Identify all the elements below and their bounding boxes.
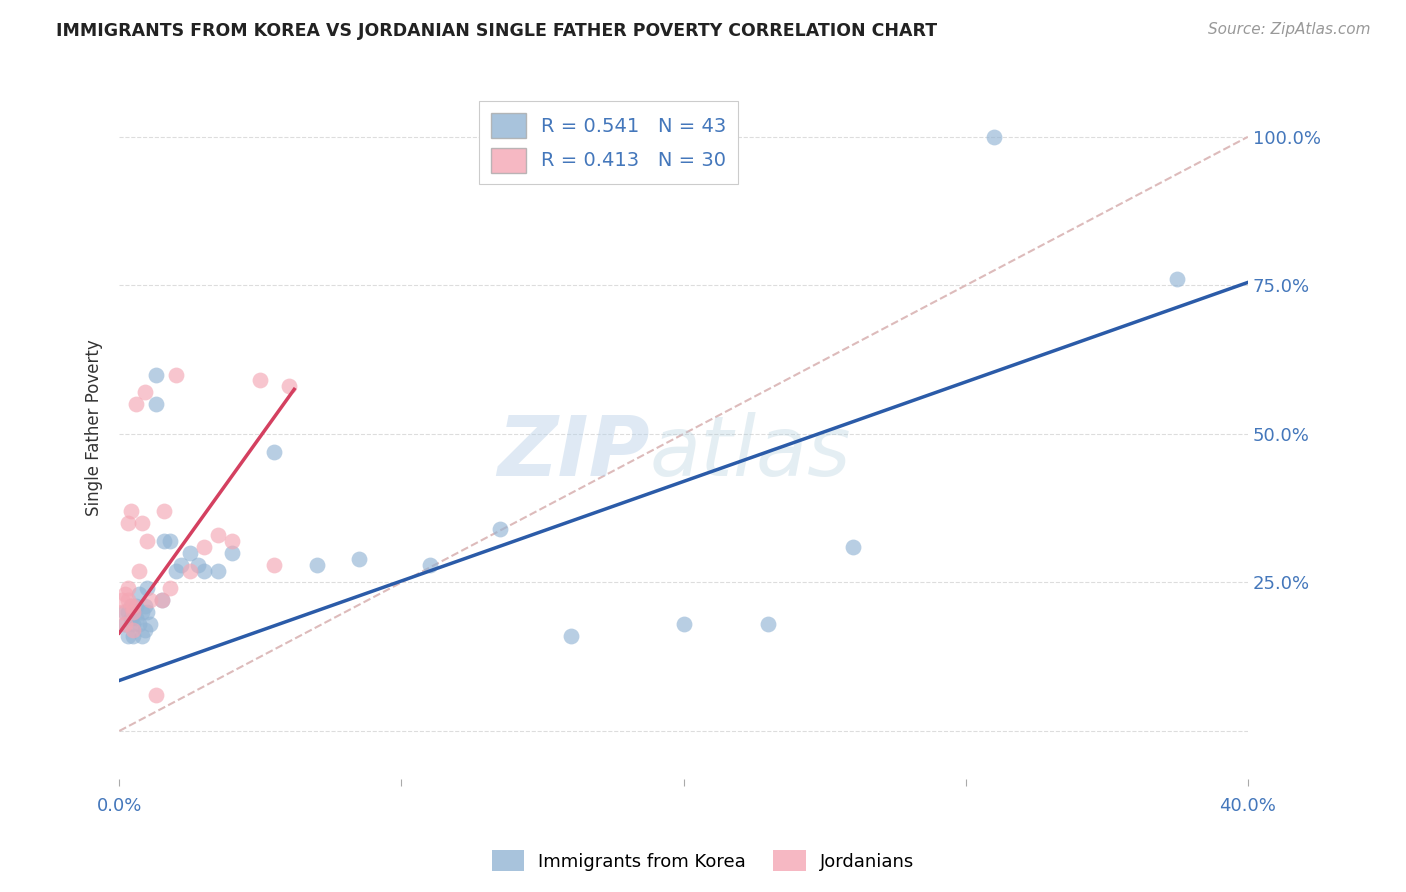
Point: [128, 564, 150, 578]
Point: [221, 533, 243, 548]
Text: Source: ZipAtlas.com: Source: ZipAtlas.com: [1208, 22, 1371, 37]
Point: [139, 617, 162, 632]
Text: ZIP: ZIP: [498, 412, 650, 493]
Point: [207, 528, 229, 542]
Point: [114, 617, 136, 632]
Point: [128, 587, 150, 601]
Point: [122, 605, 145, 619]
Point: [187, 558, 209, 572]
Point: [193, 540, 215, 554]
Point: [179, 546, 201, 560]
Point: [136, 582, 159, 596]
Point: [263, 558, 285, 572]
Point: [136, 533, 159, 548]
Point: [842, 540, 865, 554]
Point: [153, 504, 176, 518]
Point: [122, 617, 145, 632]
Point: [756, 617, 779, 632]
Point: [159, 582, 181, 596]
Point: [120, 611, 142, 625]
Point: [125, 599, 148, 614]
Point: [122, 623, 145, 637]
Point: [120, 599, 142, 614]
Point: [207, 564, 229, 578]
Point: [122, 629, 145, 643]
Point: [165, 564, 187, 578]
Point: [1166, 272, 1188, 286]
Point: [249, 374, 271, 388]
Point: [120, 599, 142, 614]
Point: [145, 689, 167, 703]
Point: [111, 605, 134, 619]
Point: [150, 593, 173, 607]
Point: [117, 593, 139, 607]
Point: [114, 587, 136, 601]
Point: [263, 444, 285, 458]
Point: [305, 558, 328, 572]
Text: atlas: atlas: [650, 412, 851, 493]
Point: [672, 617, 695, 632]
Point: [170, 558, 193, 572]
Point: [117, 582, 139, 596]
Point: [122, 605, 145, 619]
Point: [221, 546, 243, 560]
Point: [120, 504, 142, 518]
Point: [134, 623, 156, 637]
Point: [277, 379, 299, 393]
Point: [114, 605, 136, 619]
Point: [125, 397, 148, 411]
Text: IMMIGRANTS FROM KOREA VS JORDANIAN SINGLE FATHER POVERTY CORRELATION CHART: IMMIGRANTS FROM KOREA VS JORDANIAN SINGL…: [56, 22, 938, 40]
Point: [560, 629, 582, 643]
Point: [145, 397, 167, 411]
Point: [117, 629, 139, 643]
Point: [347, 551, 370, 566]
Point: [125, 611, 148, 625]
Point: [139, 593, 162, 607]
Point: [153, 533, 176, 548]
Legend: R = 0.541   N = 43, R = 0.413   N = 30: R = 0.541 N = 43, R = 0.413 N = 30: [479, 101, 738, 185]
Point: [111, 593, 134, 607]
Point: [117, 605, 139, 619]
Point: [128, 617, 150, 632]
Point: [117, 516, 139, 530]
Point: [122, 599, 145, 614]
Point: [114, 617, 136, 632]
Point: [136, 605, 159, 619]
Legend: Immigrants from Korea, Jordanians: Immigrants from Korea, Jordanians: [484, 843, 922, 879]
Point: [131, 629, 153, 643]
Point: [193, 564, 215, 578]
Point: [134, 599, 156, 614]
Y-axis label: Single Father Poverty: Single Father Poverty: [86, 340, 103, 516]
Point: [983, 129, 1005, 144]
Point: [134, 385, 156, 400]
Point: [419, 558, 441, 572]
Point: [131, 605, 153, 619]
Point: [150, 593, 173, 607]
Point: [159, 533, 181, 548]
Point: [131, 516, 153, 530]
Point: [489, 522, 512, 536]
Point: [145, 368, 167, 382]
Point: [165, 368, 187, 382]
Point: [179, 564, 201, 578]
